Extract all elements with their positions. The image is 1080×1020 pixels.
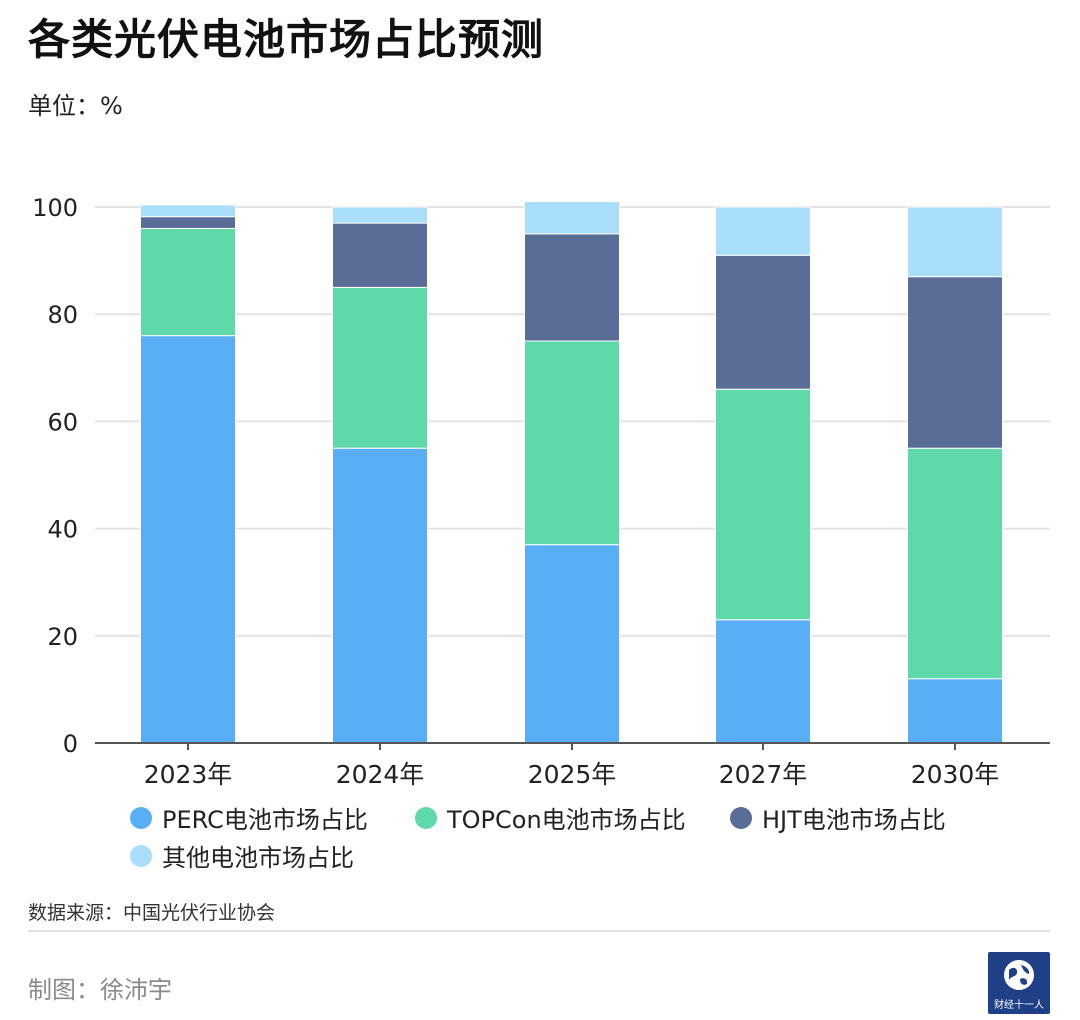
bar-segment bbox=[332, 222, 428, 288]
x-tick-label: 2027年 bbox=[719, 760, 808, 789]
unit-label: 单位：% bbox=[28, 92, 123, 120]
y-tick-label: 80 bbox=[47, 301, 78, 329]
legend-item: HJT电池市场占比 bbox=[730, 800, 946, 835]
x-tick-label: 2024年 bbox=[336, 760, 425, 789]
bar-segment bbox=[140, 216, 236, 229]
bar-segment bbox=[140, 204, 236, 218]
bar-segment bbox=[524, 544, 620, 744]
bar-segment bbox=[715, 619, 811, 744]
legend-swatch bbox=[730, 806, 752, 829]
legend-item: PERC电池市场占比 bbox=[130, 800, 368, 835]
legend-swatch bbox=[130, 844, 152, 867]
legend-label: PERC电池市场占比 bbox=[162, 806, 368, 834]
chart-title: 各类光伏电池市场占比预测 bbox=[28, 15, 545, 64]
legend-swatch bbox=[415, 806, 437, 829]
bar-segment bbox=[715, 388, 811, 621]
legend-label: 其他电池市场占比 bbox=[162, 844, 354, 872]
bar-segment bbox=[907, 206, 1003, 278]
chart-credit: 制图：徐沛宇 bbox=[28, 976, 172, 1004]
y-tick-label: 0 bbox=[63, 730, 78, 758]
bar-segment bbox=[907, 276, 1003, 449]
bar-segment bbox=[907, 447, 1003, 680]
y-tick-label: 60 bbox=[47, 408, 78, 436]
bar-segment bbox=[715, 206, 811, 256]
y-tick-label: 100 bbox=[32, 194, 78, 222]
bar-segment bbox=[140, 227, 236, 337]
stacked-bar-chart: 0 20 40 60 80 100 2023年 2024年 2025年 2027年 2030年 bbox=[32, 194, 1050, 789]
legend-swatch bbox=[130, 806, 152, 829]
legend-label: HJT电池市场占比 bbox=[762, 806, 946, 834]
globe-icon bbox=[1004, 960, 1034, 990]
x-tick-label: 2023年 bbox=[144, 760, 233, 789]
bar-segment bbox=[907, 678, 1003, 744]
logo-text: 财经十一人 bbox=[994, 1000, 1044, 1011]
y-tick-label: 20 bbox=[47, 623, 78, 651]
bars bbox=[140, 201, 1003, 744]
data-source: 数据来源：中国光伏行业协会 bbox=[28, 902, 276, 924]
bar-segment bbox=[332, 286, 428, 449]
divider bbox=[28, 930, 1050, 932]
x-tick-label: 2025年 bbox=[528, 760, 617, 789]
bar-segment bbox=[524, 340, 620, 546]
bar-segment bbox=[715, 254, 811, 390]
publisher-logo: 财经十一人 bbox=[988, 952, 1050, 1014]
x-tick-label: 2030年 bbox=[911, 760, 1000, 789]
bar-segment bbox=[332, 206, 428, 224]
legend-item: TOPCon电池市场占比 bbox=[415, 800, 686, 835]
bar-segment bbox=[140, 335, 236, 744]
legend-label: TOPCon电池市场占比 bbox=[447, 806, 686, 834]
axes: 0 20 40 60 80 100 2023年 2024年 2025年 2027年 2030年 bbox=[32, 194, 1050, 789]
legend-item: 其他电池市场占比 bbox=[130, 838, 354, 873]
y-tick-label: 40 bbox=[47, 516, 78, 544]
bar-segment bbox=[332, 447, 428, 744]
bar-segment bbox=[524, 201, 620, 235]
bar-segment bbox=[524, 233, 620, 342]
